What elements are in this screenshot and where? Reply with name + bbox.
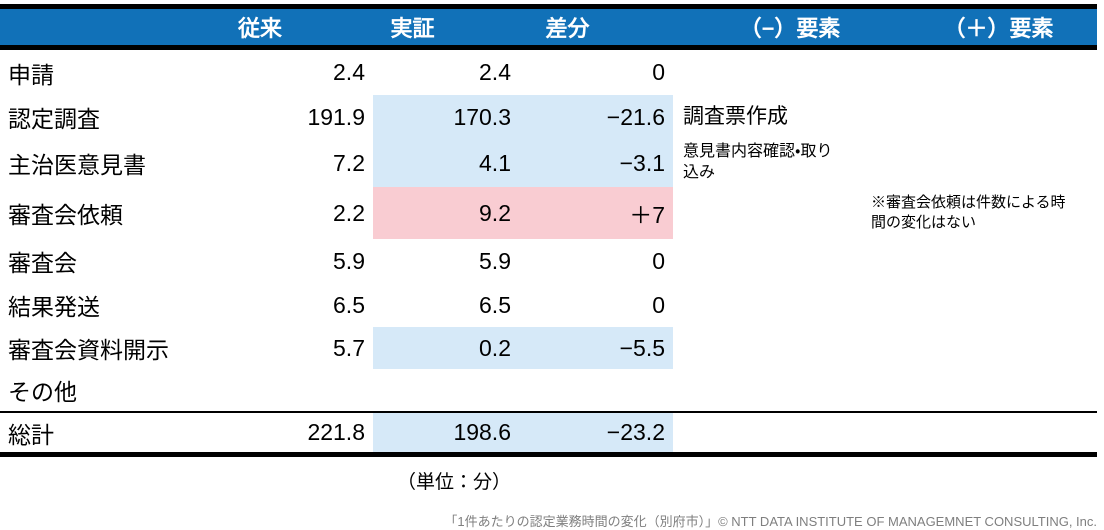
sabun-value: 0 (652, 247, 665, 274)
minus-factor-text: 意見書内容確認・取り 込み (683, 143, 833, 181)
jissho-value: 5.9 (479, 247, 511, 274)
minus-factor-text (673, 187, 865, 239)
jissho-value: 4.1 (373, 139, 523, 187)
row-label: 申請 (8, 61, 54, 88)
column-header-jurai: 従来 (237, 16, 282, 41)
table-row-shujii-ikensho: 主治医意見書 7.2 4.1 −3.1 意見書内容確認・取り 込み (0, 139, 1097, 187)
column-header-sabun: 差分 (545, 16, 590, 41)
sabun-value: −5.5 (523, 327, 673, 369)
plus-factor-text (865, 139, 1097, 187)
jissho-value: 9.2 (373, 187, 523, 239)
header-cell-empty (0, 9, 190, 45)
plus-factor-text (865, 283, 1097, 327)
table-row-shinsakai-irai: 審査会依頼 2.2 9.2 ＋7 ※審査会依頼は件数による時 間の変化はない (0, 187, 1097, 239)
row-label: 認定調査 (8, 106, 100, 132)
sabun-value (523, 369, 673, 411)
minus-factor-text (673, 50, 865, 95)
jurai-value: 5.7 (333, 334, 365, 361)
plus-factor-text (865, 327, 1097, 369)
column-header-minus-factor: （−）要素 (739, 16, 841, 41)
table-row-shiryou-kaiji: 審査会資料開示 5.7 0.2 −5.5 (0, 327, 1097, 369)
jurai-value: 2.4 (333, 59, 365, 85)
table-row-nintei-chousa: 認定調査 191.9 170.3 −21.6 調査票作成 (0, 95, 1097, 139)
jurai-total: 221.8 (307, 419, 365, 445)
plus-factor-text (865, 239, 1097, 283)
table-row-shinsei: 申請 2.4 2.4 0 (0, 50, 1097, 95)
minus-factor-text (673, 369, 865, 411)
row-label: 主治医意見書 (8, 152, 146, 178)
jissho-value: 6.5 (479, 291, 511, 318)
row-label: 審査会資料開示 (8, 337, 169, 363)
plus-factor-text (865, 95, 1097, 139)
table-header-row: 従来 実証 差分 （−）要素 （＋）要素 (0, 4, 1097, 50)
source-caption: 「1件あたりの認定業務時間の変化（別府市）」© NTT DATA INSTITU… (444, 514, 1097, 529)
sabun-total: −23.2 (523, 413, 673, 452)
minus-factor-text: 調査票作成 (683, 105, 788, 129)
jissho-value: 2.4 (479, 59, 511, 85)
plus-factor-text (865, 413, 1097, 452)
plus-factor-note: ※審査会依頼は件数による時 間の変化はない (871, 193, 1066, 231)
jurai-value: 2.2 (333, 199, 365, 226)
sabun-value: 0 (652, 291, 665, 318)
jurai-value: 5.9 (333, 247, 365, 274)
sabun-value: 0 (652, 59, 665, 85)
column-header-jissho: 実証 (390, 16, 435, 41)
column-header-plus-factor: （＋）要素 (943, 16, 1054, 41)
row-label: 審査会依頼 (8, 202, 123, 228)
jurai-value: 6.5 (333, 291, 365, 318)
plus-factor-text (865, 369, 1097, 411)
jurai-value (190, 369, 373, 411)
table-row-shinsakai: 審査会 5.9 5.9 0 (0, 239, 1097, 283)
jissho-total: 198.6 (373, 413, 523, 452)
table-row-kekka-hassou: 結果発送 6.5 6.5 0 (0, 283, 1097, 327)
row-label: 審査会 (8, 250, 77, 276)
total-label: 総計 (8, 421, 54, 448)
sabun-value: −21.6 (523, 95, 673, 139)
sabun-value: −3.1 (523, 139, 673, 187)
table-row-sonota: その他 (0, 369, 1097, 411)
jissho-value: 0.2 (373, 327, 523, 369)
row-label: 結果発送 (8, 294, 100, 320)
jurai-value: 191.9 (307, 103, 365, 130)
unit-note: （単位：分） (397, 472, 512, 493)
minus-factor-text (673, 413, 865, 452)
time-change-table: 従来 実証 差分 （−）要素 （＋）要素 申請 2.4 2.4 0 認定調査 1… (0, 4, 1097, 457)
row-label: その他 (8, 379, 77, 405)
plus-factor-text (865, 50, 1097, 95)
table-row-total: 総計 221.8 198.6 −23.2 (0, 411, 1097, 457)
jissho-value: 170.3 (373, 95, 523, 139)
minus-factor-text (673, 239, 865, 283)
minus-factor-text (673, 327, 865, 369)
jurai-value: 7.2 (333, 149, 365, 176)
sabun-value: ＋7 (523, 187, 673, 239)
jissho-value (373, 369, 523, 411)
minus-factor-text (673, 283, 865, 327)
